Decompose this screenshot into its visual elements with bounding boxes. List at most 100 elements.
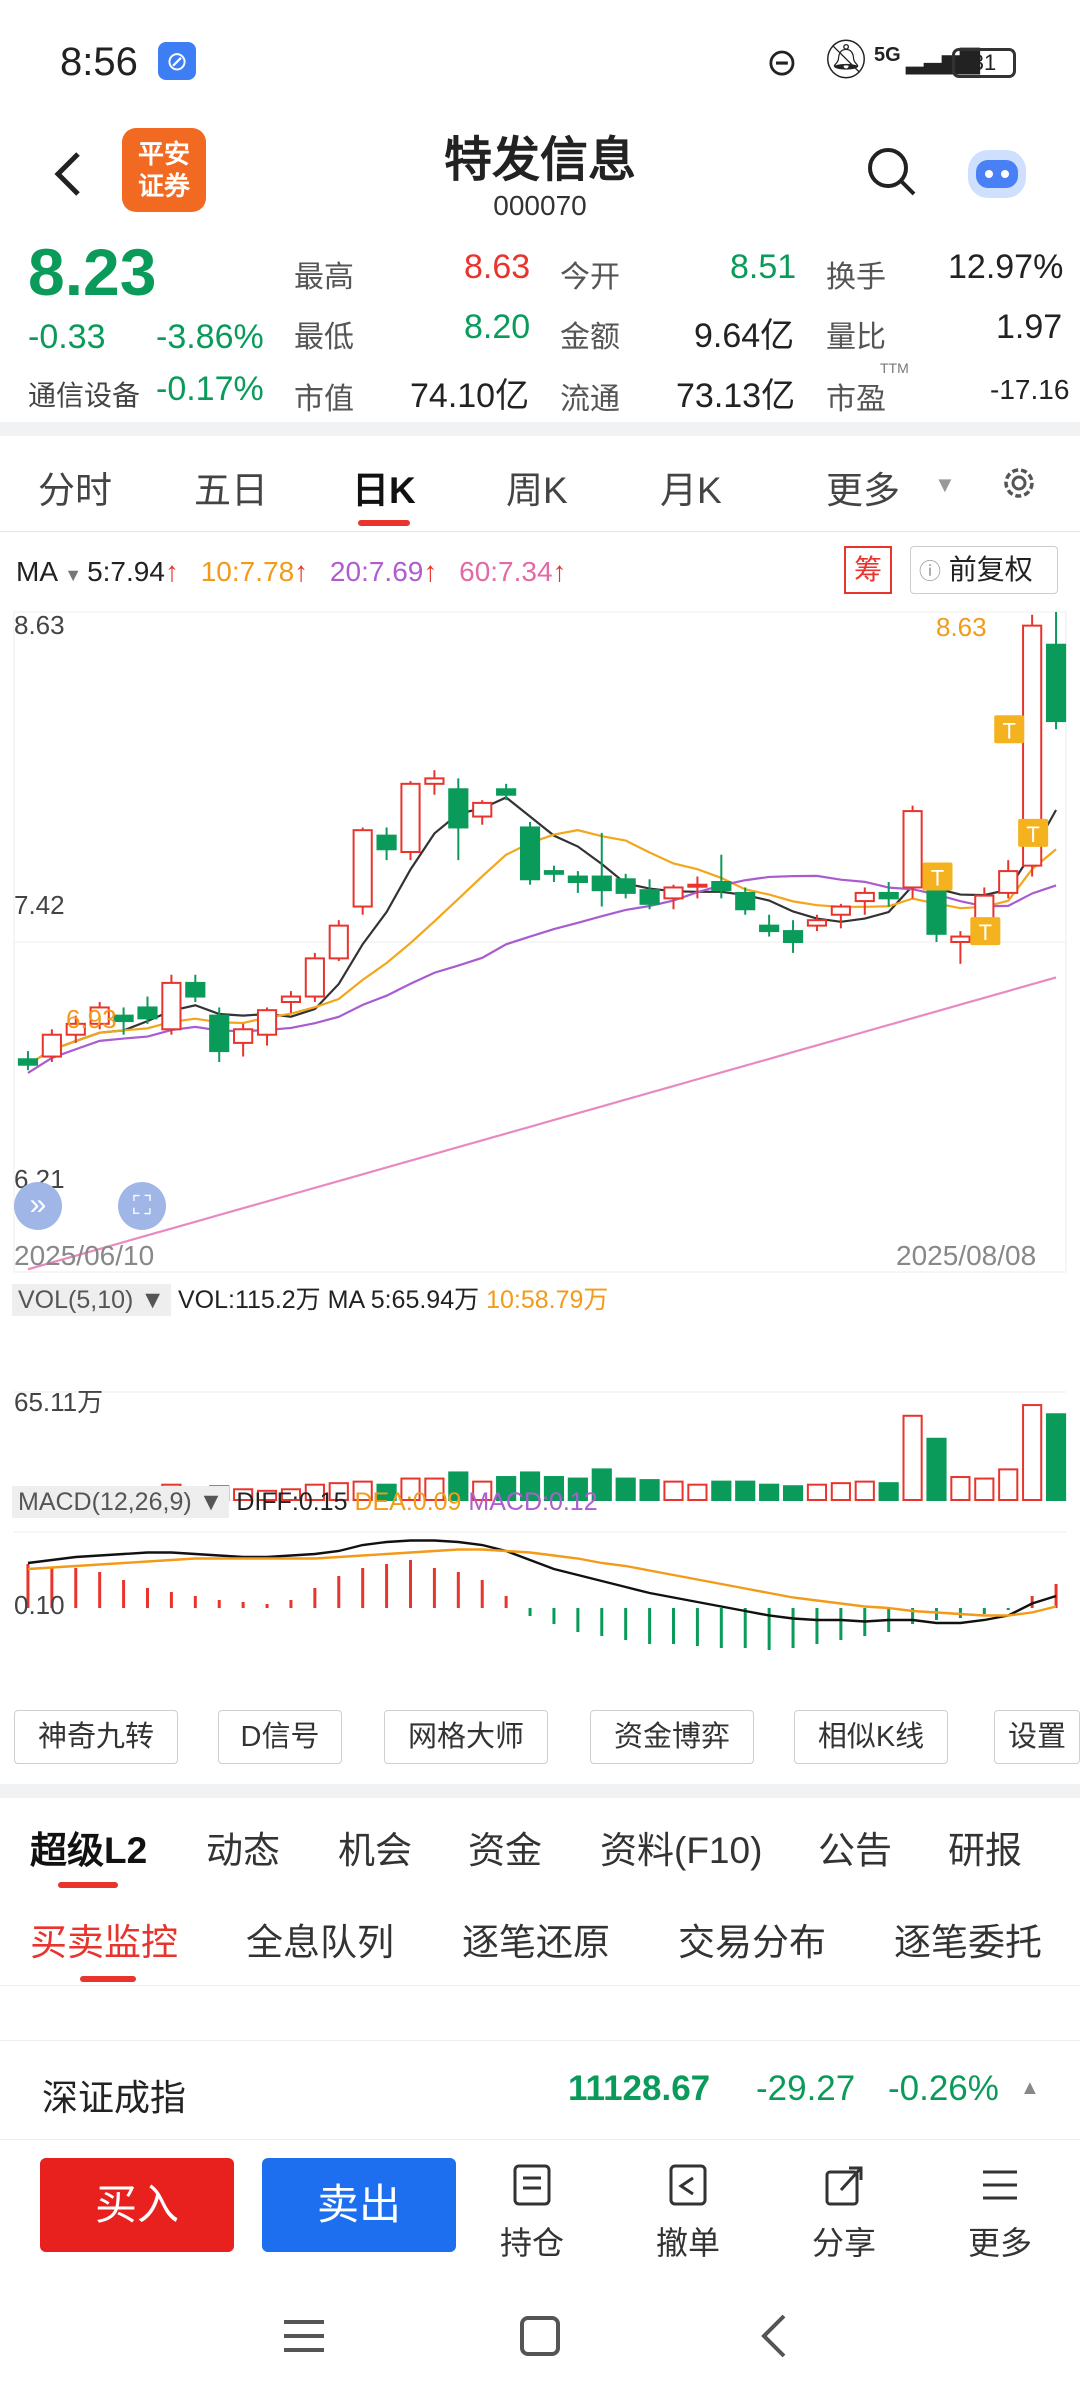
tool-similar-k[interactable]: 相似K线 [794,1710,948,1764]
home-nav-icon[interactable] [520,2316,560,2356]
ma-dropdown-icon[interactable]: ▼ [64,565,88,585]
chart-settings-button[interactable] [994,458,1044,508]
high-label: 最高 [294,261,354,294]
candle-body [328,924,349,960]
sell-button[interactable]: 卖出 [262,2158,456,2252]
tab-announce[interactable]: 公告 [818,1830,892,1871]
volume-bar [1022,1404,1043,1501]
ma-legend: MA ▼ 5:7.94↑ 10:7.78↑ 20:7.69↑ 60:7.34↑ [16,556,567,588]
volume-bar [759,1483,780,1501]
share-label: 分享 [811,2225,876,2261]
tool-grid-master[interactable]: 网格大师 [384,1710,548,1764]
broker-logo[interactable]: 平安 证券 [122,128,206,212]
volume-bar [472,1480,493,1501]
ma5-up-icon: ↑ [164,556,179,587]
tab-news[interactable]: 动态 [206,1830,280,1871]
t-signal-label: T [931,866,944,891]
volume-bar [591,1468,612,1501]
cancel-order-button[interactable]: 撤单 [628,2160,748,2264]
tab-intraday[interactable]: 分时 [38,470,112,511]
sector-name[interactable]: 通信设备 [28,380,141,411]
tab-chance[interactable]: 机会 [338,1830,412,1871]
back-nav-icon[interactable] [761,2314,786,2358]
candle-body [591,875,612,892]
position-button[interactable]: 持仓 [472,2160,592,2264]
volume-bar [950,1476,971,1501]
tool-d-signal[interactable]: D信号 [218,1710,342,1764]
volume-bar [567,1477,588,1501]
macd-value: MACD:0.12 [468,1488,598,1516]
search-button[interactable] [862,142,922,202]
menu-nav-icon[interactable] [284,2320,324,2352]
sector-percent: -0.17% [156,370,264,408]
macd-indicator-select[interactable]: MACD(12,26,9) ▼ [12,1486,230,1518]
tab-five-day[interactable]: 五日 [194,470,268,511]
info-icon: ⓘ [919,559,942,584]
volume-bar [711,1480,732,1501]
tab-funds[interactable]: 资金 [468,1830,542,1871]
mcap-value: 74.10亿 [410,377,530,415]
candle-body [759,924,780,933]
volume-bar [376,1483,397,1501]
index-ticker[interactable]: 深证成指 11128.67 -29.27 -0.26% ▲ [0,2040,1080,2140]
tab-more[interactable]: 更多 [826,470,900,511]
tool-fund-game[interactable]: 资金博弈 [590,1710,754,1764]
ma20-line [27,874,1057,1074]
candle-body [854,891,875,903]
more-button[interactable]: 更多 [940,2160,1060,2264]
candle-body [615,878,636,894]
tab-order-queue[interactable]: 全息队列 [246,1922,394,1963]
tab-monthly-k[interactable]: 月K [660,470,722,511]
ai-assistant-button[interactable] [960,136,1034,210]
candle-body [1045,643,1067,723]
volume-bar [974,1477,995,1501]
fullscreen-button[interactable]: ⛶ [118,1182,166,1230]
system-nav-bar [0,2270,1080,2400]
expand-left-button[interactable]: » [14,1182,62,1230]
candle-body [89,1006,110,1025]
vol-ma5: MA 5:65.94万 [327,1286,480,1314]
volume-bar [233,1488,254,1501]
kline-chart-area[interactable]: MA ▼ 5:7.94↑ 10:7.78↑ 20:7.69↑ 60:7.34↑ … [0,532,1080,1772]
buy-button[interactable]: 买入 [40,2158,234,2252]
chip-button[interactable]: 筹 [844,546,892,594]
tab-trade-distribution[interactable]: 交易分布 [678,1922,826,1963]
search-icon [868,148,916,196]
back-button[interactable] [40,144,100,204]
adjust-button[interactable]: ⓘ 前复权 [910,546,1058,594]
index-change: -29.27 [756,2069,856,2108]
volratio-label: 量比 [826,321,886,354]
tab-super-l2[interactable]: 超级L2 [30,1830,148,1871]
candle-body [256,1009,278,1036]
candlestick-chart: T T T T [13,611,1067,1650]
vol-indicator-select[interactable]: VOL(5,10) ▼ [12,1284,172,1316]
tab-weekly-k[interactable]: 周K [506,470,568,511]
tab-f10[interactable]: 资料(F10) [600,1830,763,1871]
super-l2-indicator [58,1882,118,1888]
ma-label[interactable]: MA [16,556,57,587]
tab-trade-monitor[interactable]: 买卖监控 [30,1922,178,1963]
change-percent: -3.86% [156,318,264,356]
share-button[interactable]: 分享 [784,2160,904,2264]
link-icon: ⊝ [766,42,798,84]
candle-body [711,881,732,892]
volume-bar [496,1476,517,1501]
tab-tick-orders[interactable]: 逐笔委托 [894,1922,1042,1963]
app-notification-icon: ⊘ [158,42,196,80]
volume-bar [687,1483,708,1501]
candle-body [496,788,517,796]
tool-settings[interactable]: 设置 [994,1710,1080,1764]
date-end: 2025/08/08 [896,1240,1037,1271]
candle-body [806,919,828,927]
candle-body [519,826,541,881]
macd-legend: MACD(12,26,9) ▼ DIFF:0.15 DEA:0.09 MACD:… [12,1486,598,1518]
tab-daily-k[interactable]: 日K [352,470,416,511]
candle-body [687,883,708,888]
tab-tick-replay[interactable]: 逐笔还原 [462,1922,610,1963]
tab-research[interactable]: 研报 [948,1830,1022,1871]
macd-axis-label: 0.10 [14,1590,65,1620]
tool-nine-turn[interactable]: 神奇九转 [14,1710,178,1764]
trade-monitor-indicator [80,1976,136,1982]
volume-bar [806,1483,828,1501]
vol-ma10: 10:58.79万 [486,1286,609,1314]
